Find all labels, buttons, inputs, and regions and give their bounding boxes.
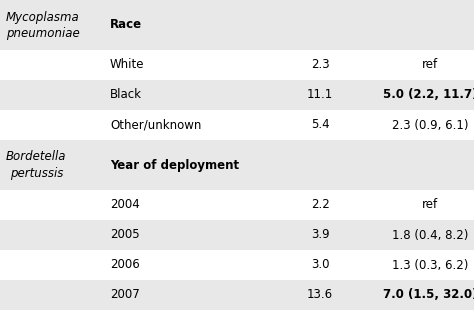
Text: 1.3 (0.3, 6.2): 1.3 (0.3, 6.2) [392,259,468,271]
Bar [0,220,474,250]
Text: Bordetella
pertussis: Bordetella pertussis [6,150,66,179]
Text: 2004: 2004 [110,198,140,212]
Text: 2.2: 2.2 [310,198,329,212]
Text: 13.6: 13.6 [307,289,333,301]
Text: 2007: 2007 [110,289,140,301]
Text: ref: ref [422,59,438,71]
Bar [0,140,474,190]
Text: Other/unknown: Other/unknown [110,118,201,131]
Text: Race: Race [110,18,142,32]
Text: 3.0: 3.0 [311,259,329,271]
Text: ref: ref [422,198,438,212]
Bar [0,250,474,280]
Text: Year of deployment: Year of deployment [110,158,239,172]
Text: 2006: 2006 [110,259,140,271]
Text: 5.0 (2.2, 11.7): 5.0 (2.2, 11.7) [383,89,474,101]
Text: 7.0 (1.5, 32.0): 7.0 (1.5, 32.0) [383,289,474,301]
Text: 11.1: 11.1 [307,89,333,101]
Text: 1.8 (0.4, 8.2): 1.8 (0.4, 8.2) [392,229,468,242]
Text: Mycoplasma
pneumoniae: Mycoplasma pneumoniae [6,11,80,40]
Bar [0,0,474,50]
Text: 2.3 (0.9, 6.1): 2.3 (0.9, 6.1) [392,118,468,131]
Bar [0,280,474,310]
Text: Black: Black [110,89,142,101]
Text: 2005: 2005 [110,229,140,242]
Text: 5.4: 5.4 [310,118,329,131]
Bar [0,110,474,140]
Text: 3.9: 3.9 [310,229,329,242]
Text: White: White [110,59,145,71]
Text: 2.3: 2.3 [310,59,329,71]
Bar [0,80,474,110]
Bar [0,190,474,220]
Bar [0,50,474,80]
